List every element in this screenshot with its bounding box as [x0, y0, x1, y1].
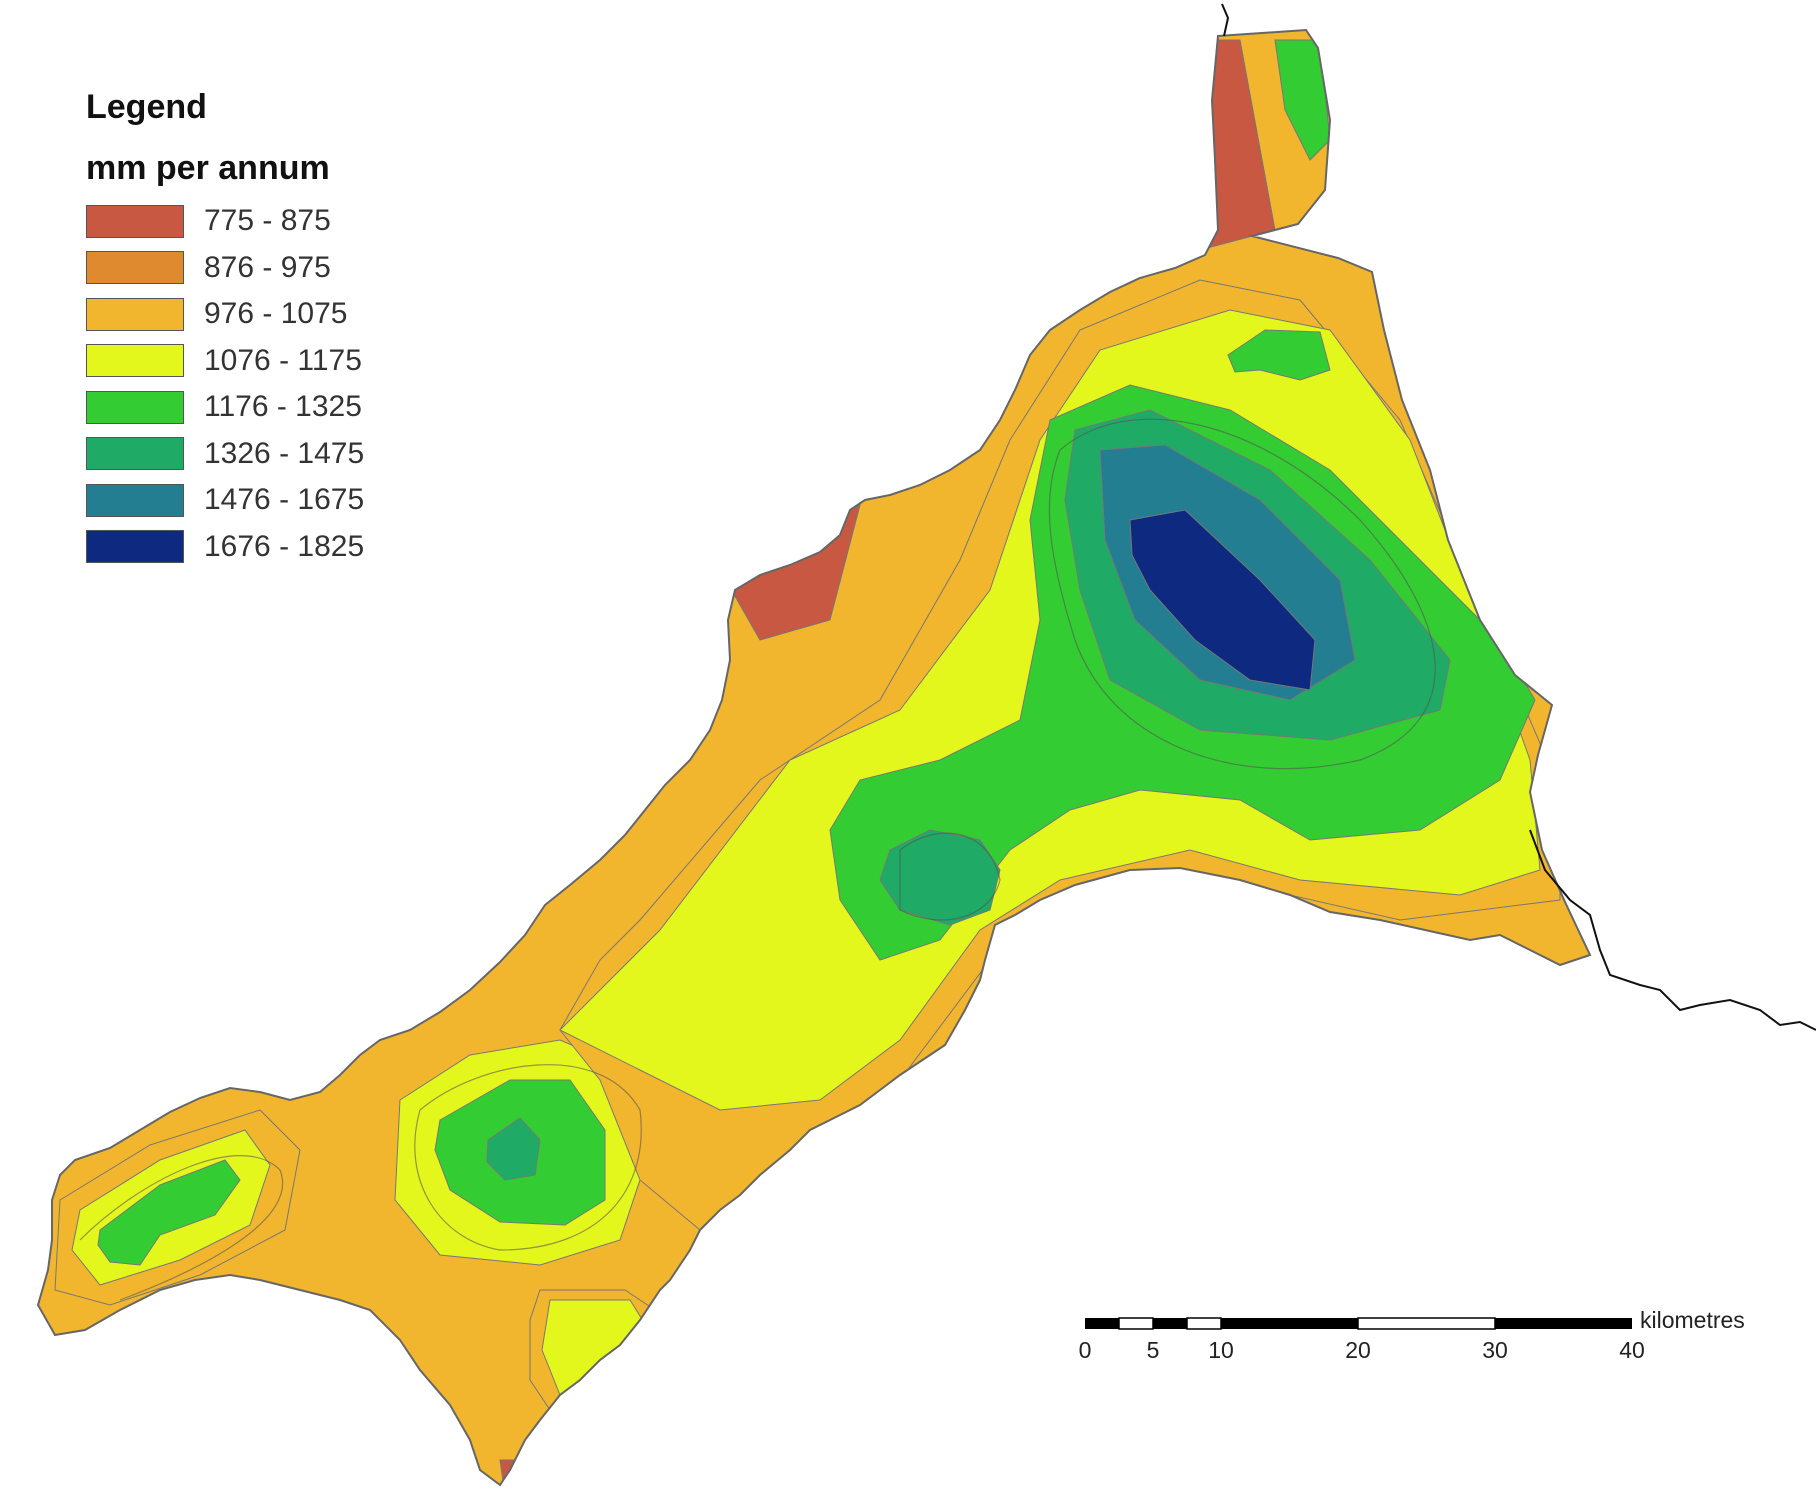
scale-unit-label: kilometres [1640, 1307, 1745, 1333]
legend-swatch [86, 251, 184, 285]
legend-units: mm per annum [86, 149, 330, 187]
zone-midwest-1326 [486, 1117, 541, 1181]
legend-swatch [86, 344, 184, 378]
legend-swatch [86, 204, 184, 238]
scale-tick-label: 0 [1079, 1337, 1092, 1363]
legend-swatch [86, 390, 184, 424]
scale-bar: 0 5 10 20 30 40 kilometres [1079, 1307, 1745, 1363]
legend-items: 775 - 875 876 - 975 976 - 1075 1076 - 11… [86, 198, 364, 570]
scale-tick-label: 40 [1619, 1337, 1645, 1363]
legend-title: Legend [86, 88, 207, 126]
scale-segment [1186, 1317, 1222, 1330]
coastline [36, 28, 1592, 1487]
legend-item: 1176 - 1325 [86, 384, 364, 431]
contour-lines [79, 418, 1436, 1301]
legend-swatch [86, 297, 184, 331]
scale-segment [1085, 1318, 1119, 1329]
legend-item: 1476 - 1675 [86, 477, 364, 524]
legend-item: 775 - 875 [86, 198, 364, 245]
legend-item: 1326 - 1475 [86, 431, 364, 478]
zone-east-1676 [1129, 509, 1316, 691]
scale-tick-label: 20 [1345, 1337, 1371, 1363]
legend-item: 1076 - 1175 [86, 338, 364, 385]
legend-item: 1676 - 1825 [86, 524, 364, 571]
scale-tick-label: 10 [1208, 1337, 1234, 1363]
legend-swatch [86, 530, 184, 564]
scale-segment [1153, 1318, 1187, 1329]
legend-swatch [86, 483, 184, 517]
zone-north-pocket-1176 [1227, 329, 1331, 381]
legend-label: 1076 - 1175 [204, 343, 362, 377]
legend-label: 976 - 1075 [204, 297, 348, 331]
legend-label: 1676 - 1825 [204, 529, 365, 563]
legend-item: 876 - 975 [86, 245, 364, 292]
county-border-line [1529, 829, 1816, 1031]
zone-west-1176 [97, 1159, 241, 1266]
scale-tick-label: 5 [1147, 1337, 1160, 1363]
scale-tick-label: 30 [1482, 1337, 1508, 1363]
legend-label: 1176 - 1325 [204, 390, 362, 424]
legend-swatch [86, 437, 184, 471]
legend-label: 1326 - 1475 [204, 436, 365, 470]
scale-segment [1357, 1317, 1496, 1330]
north-tip-line [1221, 3, 1230, 37]
scale-segment [1118, 1317, 1154, 1330]
zone-lizard-1076 [541, 1299, 656, 1401]
legend-label: 775 - 875 [204, 204, 331, 238]
scale-segment [1221, 1318, 1358, 1329]
legend-label: 1476 - 1675 [204, 483, 365, 517]
legend-label: 876 - 975 [204, 250, 331, 284]
map-legend: Legend mm per annum 775 - 875 876 - 975 … [86, 88, 364, 570]
legend-item: 976 - 1075 [86, 291, 364, 338]
scale-segment [1495, 1318, 1632, 1329]
